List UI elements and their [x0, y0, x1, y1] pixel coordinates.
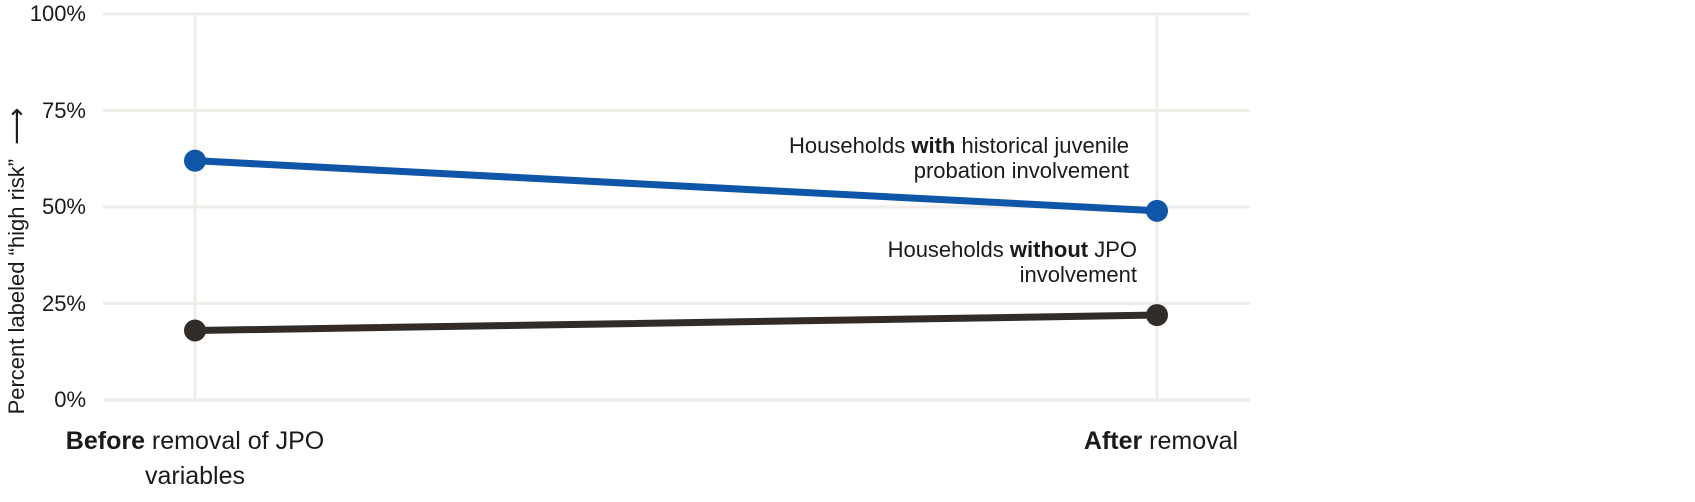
x-label-before: Before removal of JPO variables — [0, 424, 445, 494]
series-label-without-jpo-line1: Households without JPO — [888, 237, 1137, 262]
label-bold-text: with — [911, 133, 956, 158]
series-label-without-jpo: Households without JPO involvement — [888, 237, 1137, 287]
x-label-after: After removal — [911, 424, 1411, 459]
series-label-without-jpo-line2: involvement — [1019, 262, 1137, 287]
x-label-text: removal of JPO — [144, 427, 325, 455]
label-bold-text: without — [1009, 237, 1089, 262]
y-tick-25: 25% — [41, 290, 86, 316]
y-tick-50: 50% — [41, 194, 86, 219]
label-text: Households — [887, 237, 1010, 262]
x-label-after-line1: After removal — [911, 424, 1411, 459]
x-label-bold-text: After — [1083, 427, 1143, 455]
y-tick-100: 100% — [29, 1, 86, 26]
label-text: historical juvenile — [955, 133, 1129, 158]
y-tick-0: 0% — [54, 387, 86, 412]
label-text: Households — [789, 133, 912, 158]
y-tick-75: 75% — [41, 97, 86, 123]
x-label-before-line2: variables — [144, 462, 246, 490]
y-axis-title: Percent labeled “high risk”⟶ — [1, 108, 31, 415]
series-label-with-jpo: Households with historical juvenile prob… — [789, 133, 1129, 183]
x-label-bold-text: Before — [65, 427, 145, 455]
series-label-with-jpo-line2: probation involvement — [913, 158, 1129, 183]
x-label-before-line1: Before removal of JPO — [0, 424, 445, 459]
x-label-text: removal — [1142, 427, 1239, 455]
series-label-with-jpo-line1: Households with historical juvenile — [789, 133, 1129, 158]
label-text: JPO — [1088, 237, 1137, 262]
